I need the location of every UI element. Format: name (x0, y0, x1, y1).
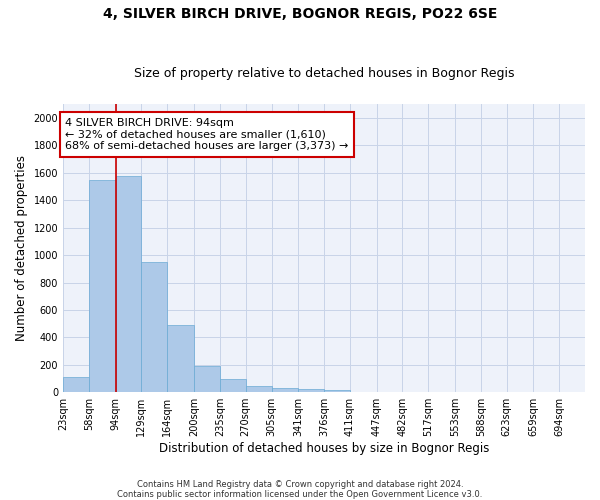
Bar (272, 388, 298, 392)
Text: 4 SILVER BIRCH DRIVE: 94sqm
← 32% of detached houses are smaller (1,610)
68% of : 4 SILVER BIRCH DRIVE: 94sqm ← 32% of det… (65, 118, 349, 151)
Text: Contains HM Land Registry data © Crown copyright and database right 2024.
Contai: Contains HM Land Registry data © Crown c… (118, 480, 482, 499)
Bar (116, 176, 142, 392)
Text: 4, SILVER BIRCH DRIVE, BOGNOR REGIS, PO22 6SE: 4, SILVER BIRCH DRIVE, BOGNOR REGIS, PO2… (103, 8, 497, 22)
Bar (89, 180, 116, 392)
Bar (167, 325, 194, 392)
X-axis label: Distribution of detached houses by size in Bognor Regis: Distribution of detached houses by size … (159, 442, 489, 455)
Bar (142, 262, 167, 392)
Bar (194, 366, 220, 392)
Bar (220, 379, 245, 392)
Bar (324, 390, 350, 392)
Title: Size of property relative to detached houses in Bognor Regis: Size of property relative to detached ho… (134, 66, 514, 80)
Y-axis label: Number of detached properties: Number of detached properties (15, 155, 28, 341)
Bar (63, 377, 89, 392)
Bar (298, 390, 324, 392)
Bar (245, 386, 272, 392)
